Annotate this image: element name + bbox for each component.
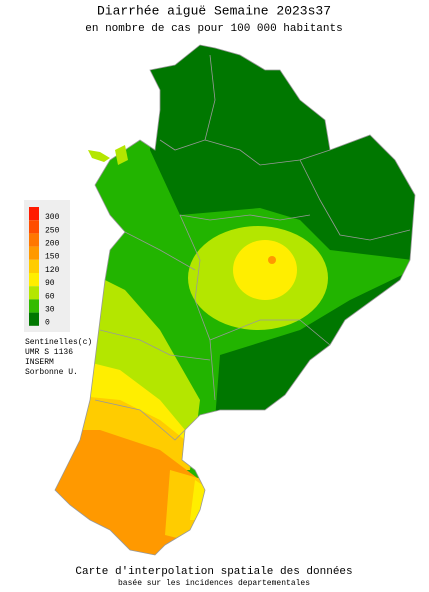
department-border: [299, 159, 411, 241]
island: [88, 150, 110, 162]
legend-label: 250: [45, 226, 60, 235]
legend-swatch: [29, 259, 39, 273]
legend-label: 30: [45, 306, 55, 315]
legend-swatch: [29, 233, 39, 247]
footer-title: Carte d'interpolation spatiale des donné…: [75, 566, 352, 578]
credit-line: UMR S 1136: [25, 348, 73, 357]
legend-swatch: [29, 299, 39, 313]
department-border: [99, 329, 211, 361]
legend-swatch: [29, 286, 39, 300]
credit-line: INSERM: [25, 358, 54, 367]
credit-line: Sorbonne U.: [25, 368, 78, 377]
department-border: [209, 319, 331, 346]
subtitle: en nombre de cas pour 100 000 habitants: [85, 23, 342, 35]
department-border: [179, 214, 311, 221]
legend-label: 90: [45, 279, 55, 288]
legend-label: 200: [45, 240, 60, 249]
department-border: [94, 399, 186, 441]
legend-swatch: [29, 246, 39, 260]
department-border: [204, 139, 331, 166]
legend-swatch: [29, 273, 39, 287]
legend-swatch: [29, 312, 39, 326]
legend-label: 300: [45, 213, 60, 222]
department-border: [179, 214, 216, 401]
legend-swatch: [29, 207, 39, 221]
title: Diarrhée aiguë Semaine 2023s37: [97, 3, 331, 18]
department-border: [124, 231, 196, 271]
legend-label: 0: [45, 319, 50, 328]
legend-label: 120: [45, 266, 60, 275]
footer-subtitle: basée sur les incidences departementales: [118, 579, 310, 588]
credit-line: Sentinelles(c): [25, 338, 92, 347]
island: [115, 145, 128, 165]
legend-label: 150: [45, 253, 60, 262]
legend-swatch: [29, 220, 39, 234]
legend-label: 60: [45, 292, 55, 301]
